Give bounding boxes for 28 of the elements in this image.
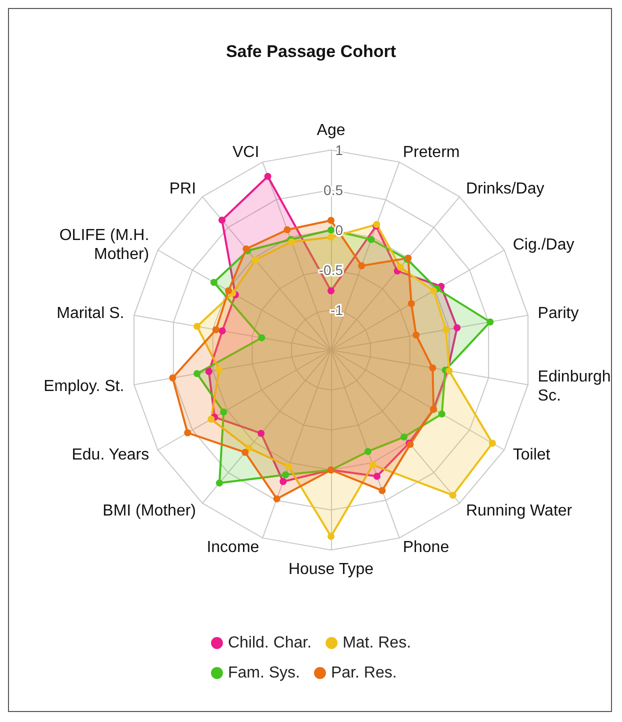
spoke-label: Phone bbox=[402, 538, 450, 556]
legend-label: Fam. Sys. bbox=[228, 664, 300, 682]
spoke-label: Running Water bbox=[466, 502, 573, 520]
chart-title: Safe Passage Cohort bbox=[226, 42, 396, 61]
spoke-label: VCI bbox=[232, 144, 260, 162]
y-tick-label: -1 bbox=[330, 302, 344, 318]
y-tick-label: 0 bbox=[335, 222, 344, 238]
spoke-label: OLIFE (M.H. Mother) bbox=[59, 227, 150, 263]
spoke-label: Toilet bbox=[512, 446, 551, 464]
spoke-label: Marital S. bbox=[56, 305, 124, 322]
spoke-label: Employ. St. bbox=[44, 378, 124, 395]
legend-label: Par. Res. bbox=[330, 664, 397, 682]
spoke-label: Drinks/Day bbox=[466, 180, 544, 198]
spoke-label: Edu. Years bbox=[72, 446, 150, 464]
legend-label: Child. Char. bbox=[228, 634, 312, 652]
y-tick-label: -0.5 bbox=[318, 262, 344, 278]
y-tick-label: 0.5 bbox=[324, 182, 344, 198]
spoke-label: Age bbox=[316, 122, 346, 139]
spoke-label: PRI bbox=[169, 180, 196, 198]
spoke-label: BMI (Mother) bbox=[102, 502, 196, 520]
legend-label: Mat. Res. bbox=[342, 634, 412, 652]
spoke-label: Parity bbox=[538, 305, 579, 322]
spoke-label: Edinburgh Sc. bbox=[538, 368, 611, 404]
spoke-label: Income bbox=[206, 538, 260, 556]
spoke-label: Preterm bbox=[402, 144, 460, 162]
spoke-label: Cig./Day bbox=[512, 236, 574, 254]
y-tick-label: 1 bbox=[335, 142, 344, 158]
spoke-label: House Type bbox=[288, 561, 374, 578]
